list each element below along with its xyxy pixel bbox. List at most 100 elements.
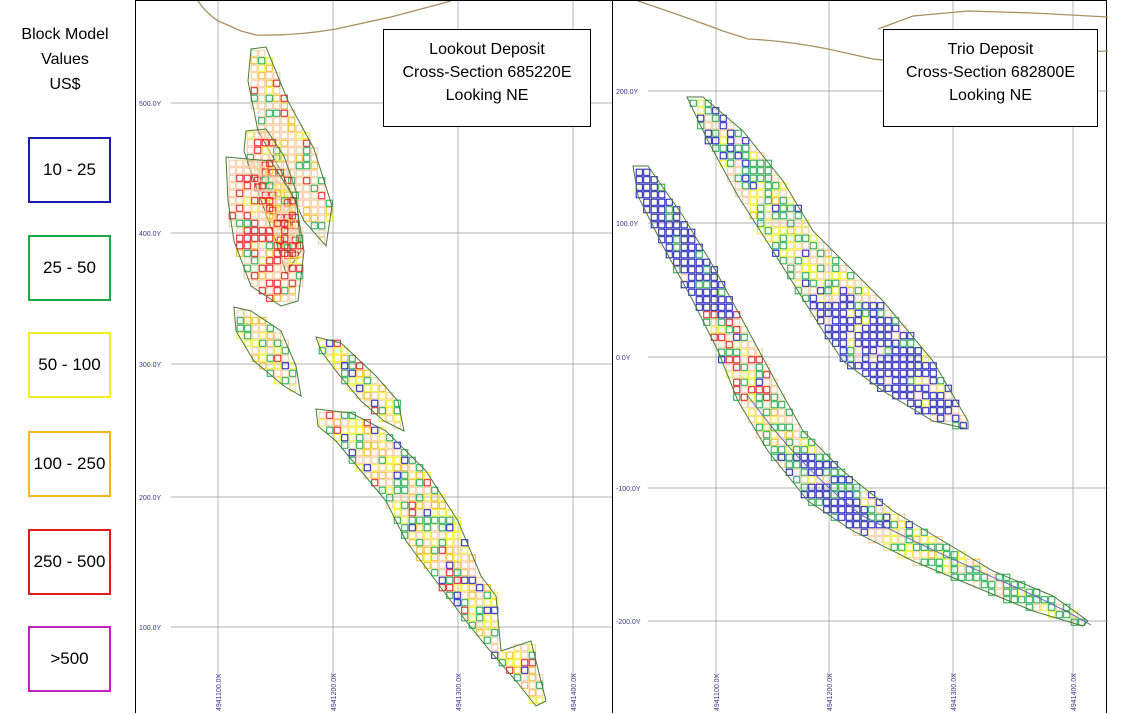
lookout-block	[423, 494, 431, 502]
lookout-block	[363, 399, 371, 407]
lookout-y-tick-label: 100.0Y	[139, 625, 162, 632]
trio-block	[973, 573, 981, 581]
lookout-block	[431, 501, 439, 509]
lookout-block	[416, 471, 424, 479]
lookout-block	[423, 486, 431, 494]
lookout-y-tick-label: 200.0Y	[139, 495, 162, 502]
lookout-block	[273, 212, 281, 220]
trio-block	[928, 536, 936, 544]
trio-block	[823, 468, 831, 476]
lookout-block	[236, 189, 244, 197]
lookout-block	[401, 501, 409, 509]
lookout-block	[243, 257, 251, 265]
trio-block	[755, 416, 763, 424]
lookout-block	[258, 257, 266, 265]
lookout-block	[258, 249, 266, 257]
trio-block	[847, 279, 855, 287]
lookout-block	[483, 629, 491, 637]
trio-block	[763, 378, 771, 386]
trio-block	[755, 401, 763, 409]
trio-block	[785, 416, 793, 424]
trio-block	[703, 311, 711, 319]
trio-block	[929, 384, 937, 392]
trio-x-tick-label: 4941300.0X	[951, 673, 958, 711]
trio-lower-vein	[632, 165, 1089, 627]
lookout-block	[295, 154, 303, 162]
trio-block	[965, 573, 973, 581]
trio-block	[877, 317, 885, 325]
trio-block	[755, 423, 763, 431]
lookout-block	[378, 479, 386, 487]
trio-block	[1025, 596, 1033, 604]
lookout-block	[318, 192, 326, 200]
trio-block	[824, 264, 832, 272]
lookout-block	[250, 64, 258, 72]
lookout-block	[416, 524, 424, 532]
trio-block	[800, 483, 808, 491]
trio-block	[688, 236, 696, 244]
trio-block	[733, 378, 741, 386]
lookout-block	[295, 177, 303, 185]
trio-block	[839, 264, 847, 272]
trio-block	[830, 468, 838, 476]
trio-block	[808, 498, 816, 506]
lookout-middle-lens	[233, 306, 302, 397]
lookout-block	[266, 287, 274, 295]
lookout-block	[261, 146, 269, 154]
lookout-block	[296, 249, 304, 257]
trio-block	[734, 152, 742, 160]
trio-block	[763, 423, 771, 431]
trio-block	[838, 506, 846, 514]
trio-block	[779, 242, 787, 250]
trio-block	[749, 174, 757, 182]
lookout-block	[281, 272, 289, 280]
lookout-block	[243, 189, 251, 197]
lookout-block	[273, 189, 281, 197]
lookout-block	[378, 456, 386, 464]
lookout-block	[446, 554, 454, 562]
lookout-block	[288, 264, 296, 272]
trio-block	[734, 129, 742, 137]
trio-block	[740, 348, 748, 356]
lookout-block	[325, 199, 333, 207]
lookout-block	[318, 339, 326, 347]
lookout-block	[273, 219, 281, 227]
trio-block	[794, 257, 802, 265]
trio-block	[785, 461, 793, 469]
trio-block	[680, 266, 688, 274]
trio-block	[817, 287, 825, 295]
lookout-block	[273, 294, 281, 302]
lookout-block	[251, 249, 259, 257]
trio-block	[712, 144, 720, 152]
trio-block	[770, 408, 778, 416]
trio-block	[770, 393, 778, 401]
lookout-block	[386, 434, 394, 442]
trio-block	[914, 384, 922, 392]
trio-block	[779, 189, 787, 197]
lookout-block	[228, 212, 236, 220]
trio-block	[793, 453, 801, 461]
trio-block	[727, 137, 735, 145]
trio-block	[913, 551, 921, 559]
lookout-block	[325, 214, 333, 222]
lookout-block	[438, 524, 446, 532]
lookout-block	[310, 199, 318, 207]
trio-block	[980, 573, 988, 581]
lookout-block	[431, 524, 439, 532]
lookout-block	[431, 509, 439, 517]
trio-block	[643, 191, 651, 199]
trio-block	[770, 453, 778, 461]
lookout-block	[378, 392, 386, 400]
trio-block	[839, 279, 847, 287]
trio-block	[808, 461, 816, 469]
trio-block	[787, 257, 795, 265]
lookout-block	[251, 182, 259, 190]
trio-block	[800, 446, 808, 454]
trio-block	[703, 281, 711, 289]
trio-block	[928, 551, 936, 559]
trio-block	[973, 566, 981, 574]
trio-block	[748, 408, 756, 416]
lookout-block	[276, 161, 284, 169]
lookout-block	[491, 644, 499, 652]
trio-block	[673, 213, 681, 221]
